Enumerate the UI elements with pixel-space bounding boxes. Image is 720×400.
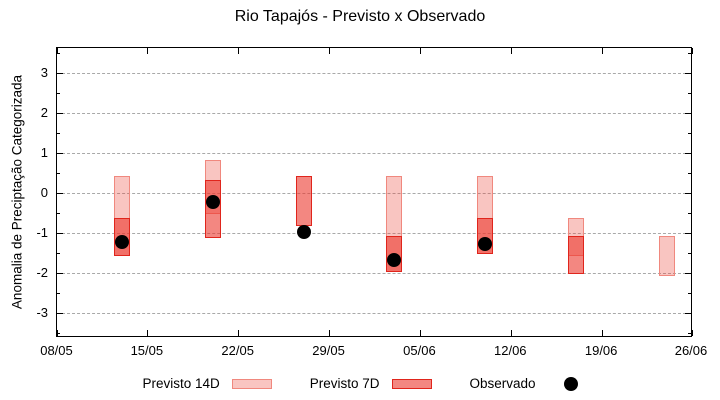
x-tick-label: 22/05 [221, 343, 254, 358]
x-tick-label: 19/06 [584, 343, 618, 358]
y-tick-label: 0 [40, 184, 48, 200]
gridline [57, 153, 691, 155]
gridline [57, 113, 691, 115]
y-minor-tick-left [57, 253, 60, 255]
y-tick-label: -2 [36, 264, 48, 280]
x-tick-label: 29/05 [312, 343, 345, 358]
y-tick-right [685, 313, 691, 315]
x-tick-label: 26/06 [674, 343, 708, 358]
gridline [57, 233, 691, 235]
y-tick-label: -1 [36, 224, 48, 240]
y-tick-right [685, 193, 691, 195]
legend-marker-observado-dot [563, 376, 578, 391]
legend-item-previsto-14d: Previsto 14D [142, 376, 272, 391]
x-tick-bottom [329, 330, 331, 336]
legend-label-previsto-14d: Previsto 14D [142, 376, 220, 391]
x-tick-bottom [601, 330, 603, 336]
legend-swatch-previsto-7d [391, 378, 432, 389]
y-tick-right [685, 273, 691, 275]
y-minor-tick-right [688, 133, 691, 135]
y-minor-tick-right [688, 53, 691, 55]
legend-label-previsto-7d: Previsto 7D [309, 376, 380, 391]
y-minor-tick-left [57, 93, 60, 95]
y-tick-right [685, 153, 691, 155]
observed-dot [114, 234, 129, 249]
y-tick-label: -3 [36, 304, 48, 320]
x-tick-bottom [57, 330, 58, 336]
gridline [57, 313, 691, 315]
y-minor-tick-right [688, 213, 691, 215]
forecast-7d-range-bar [204, 179, 221, 238]
y-tick-left [57, 153, 63, 155]
y-minor-tick-left [57, 173, 60, 175]
x-tick-label: 12/06 [494, 343, 527, 358]
x-tick-bottom [510, 330, 512, 336]
y-tick-left [57, 313, 63, 315]
y-tick-label: 1 [40, 144, 48, 160]
y-tick-label: 3 [40, 64, 48, 80]
y-minor-tick-left [57, 213, 60, 215]
legend: Previsto 14D Previsto 7D Observado [0, 376, 720, 391]
y-tick-left [57, 273, 63, 275]
y-minor-tick-left [57, 53, 60, 55]
y-minor-tick-right [688, 293, 691, 295]
y-minor-tick-right [688, 333, 691, 335]
x-tick-top [147, 48, 149, 54]
observed-dot [387, 252, 402, 267]
forecast-14d-range-bar [659, 235, 676, 276]
x-tick-bottom [691, 330, 693, 336]
legend-item-observado: Observado [470, 376, 578, 391]
x-tick-label: 05/06 [403, 343, 436, 358]
x-tick-bottom [419, 330, 421, 336]
y-tick-left [57, 113, 63, 115]
legend-swatch-previsto-14d [231, 378, 272, 389]
y-minor-tick-right [688, 173, 691, 175]
x-tick-top [329, 48, 331, 54]
gridline [57, 273, 691, 275]
y-tick-right [685, 73, 691, 75]
x-tick-top [510, 48, 512, 54]
x-tick-top [57, 48, 58, 54]
legend-item-previsto-7d: Previsto 7D [310, 376, 432, 391]
observed-dot [296, 224, 311, 239]
x-tick-top [691, 48, 693, 54]
y-minor-tick-right [688, 93, 691, 95]
y-minor-tick-left [57, 293, 60, 295]
chart-title: Rio Tapajós - Previsto x Observado [234, 8, 486, 25]
y-tick-right [685, 233, 691, 235]
y-tick-left [57, 73, 63, 75]
x-tick-bottom [238, 330, 240, 336]
observed-dot [205, 194, 220, 209]
x-tick-bottom [147, 330, 149, 336]
y-tick-right [685, 113, 691, 115]
gridline [57, 193, 691, 195]
y-tick-left [57, 233, 63, 235]
y-tick-label: 2 [40, 104, 48, 120]
forecast-7d-range-bar [295, 175, 312, 226]
forecast-7d-range-bar [568, 235, 585, 274]
y-minor-tick-right [688, 253, 691, 255]
x-tick-label: 15/05 [130, 343, 164, 358]
x-tick-top [238, 48, 240, 54]
x-tick-top [601, 48, 603, 54]
y-tick-left [57, 193, 63, 195]
gridline [57, 73, 691, 75]
plot-area [56, 47, 693, 337]
y-minor-tick-left [57, 133, 60, 135]
y-minor-tick-left [57, 333, 60, 335]
observed-dot [478, 236, 493, 251]
x-tick-label: 08/05 [40, 343, 73, 358]
x-tick-top [419, 48, 421, 54]
legend-label-observado: Observado [469, 376, 536, 391]
